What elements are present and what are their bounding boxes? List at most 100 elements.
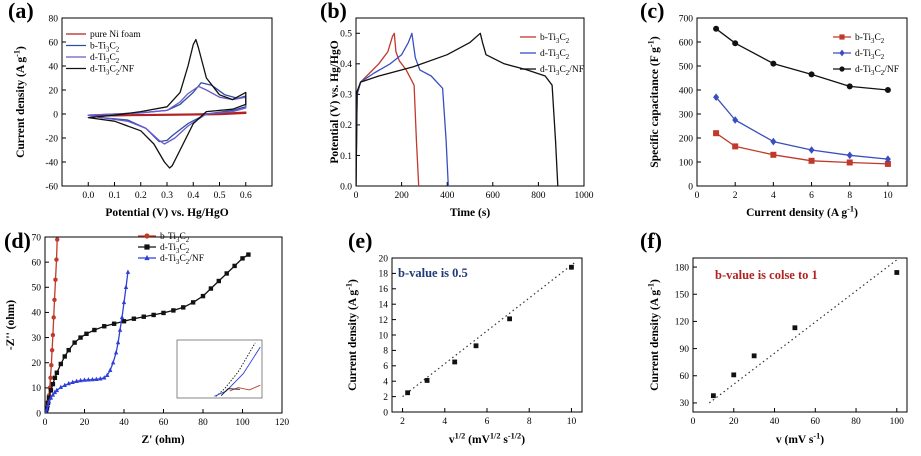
- x-tick-label: 0: [691, 417, 696, 427]
- data-area: [87, 38, 247, 169]
- x-tick-label: 6: [809, 191, 814, 201]
- plot-frame: [355, 17, 585, 187]
- x-tick-label: 20: [729, 417, 739, 427]
- series-2: [45, 269, 131, 413]
- y-tick-label: 0.0: [340, 182, 352, 192]
- data-point: [713, 25, 720, 32]
- y-tick-label: 16: [379, 285, 389, 295]
- y-tick-label: 40: [32, 309, 42, 319]
- x-tick-label: 0.4: [187, 191, 199, 201]
- legend: b-Ti3C2​ d-Ti3C2​ d-Ti3C2/NF: [520, 33, 584, 77]
- data-point: [70, 379, 75, 385]
- x-tick-label: 0.3: [161, 191, 173, 201]
- x-tick-label: 10: [567, 417, 577, 427]
- x-tick-label: 0.0: [82, 191, 94, 201]
- data-point: [58, 361, 63, 367]
- x-tick-label: 60: [159, 418, 169, 428]
- data-point: [171, 308, 176, 313]
- data-point: [111, 321, 117, 326]
- y-axis-label: Potential (V) vs. Hg/HgO: [329, 40, 341, 163]
- y-tick-label: 0.4: [340, 60, 352, 70]
- y-tick-label: 20: [32, 359, 42, 369]
- series-line: [356, 32, 559, 186]
- data-point: [102, 375, 107, 380]
- x-tick-label: 4: [771, 191, 776, 201]
- legend-label: b-Ti3C2​: [90, 42, 120, 54]
- annotation-text: b-value is colse to 1: [715, 268, 818, 282]
- x-tick-label: 0.5: [214, 191, 226, 201]
- data-point: [884, 160, 891, 167]
- data-point: [72, 340, 77, 345]
- x-tick-label: 120: [275, 418, 290, 428]
- legend-marker: [144, 254, 150, 261]
- y-tick-label: -60: [45, 182, 58, 192]
- series-line: [356, 32, 420, 186]
- series-2: [356, 32, 559, 186]
- x-axis-label: Time (s): [450, 207, 491, 219]
- data-point: [50, 332, 56, 338]
- x-axis-label: v (mV s-1): [776, 431, 824, 446]
- x-tick-label: 80: [851, 417, 861, 427]
- data-point: [224, 271, 229, 276]
- y-axis-label: Specific capacitance (F g-1): [646, 36, 661, 168]
- data-point: [62, 382, 67, 388]
- data-point: [82, 377, 87, 382]
- y-tick-label: 600: [679, 38, 694, 48]
- data-point: [52, 375, 58, 380]
- series-0: [713, 130, 891, 167]
- panel-label: (c): [640, 0, 664, 23]
- data-point: [110, 360, 116, 365]
- y-tick-label: 10: [379, 331, 389, 341]
- x-tick-label: 20: [80, 418, 90, 428]
- data-point: [405, 390, 411, 396]
- data-point: [48, 395, 54, 400]
- legend-marker: [839, 66, 845, 72]
- legend-label: pure Ni foam: [90, 29, 141, 40]
- data-point: [713, 93, 720, 101]
- data-point: [208, 286, 214, 291]
- x-tick-label: 60: [811, 417, 821, 427]
- data-point: [78, 377, 83, 383]
- y-tick-label: 4: [383, 378, 388, 388]
- x-tick-label: 2: [400, 417, 405, 427]
- y-tick-label: 80: [49, 14, 59, 24]
- data-point: [808, 146, 815, 154]
- panel-a: (a) 0.0 0.1 0.2 0.3 0.4 0.5 0.6 -60 -40 -20 0 20 40 60…: [8, 0, 273, 219]
- x-axis-label: Current density (A g-1): [746, 204, 858, 219]
- data-area: [708, 259, 900, 404]
- legend-label: d-Ti3C2/NF: [90, 65, 134, 77]
- y-tick-label: 20: [379, 254, 389, 264]
- data-point: [54, 387, 60, 393]
- data-point: [46, 395, 52, 401]
- y-axis-label: Current density (A g-1): [12, 46, 27, 158]
- y-tick-label: 0.1: [340, 152, 352, 162]
- series-0: [405, 264, 574, 396]
- plot-frame: [692, 257, 908, 413]
- legend: b-Ti3C2​ d-Ti3C2​ d-Ti3C2/NF: [833, 33, 899, 77]
- data-point: [770, 151, 777, 158]
- data-point: [125, 269, 131, 274]
- y-tick-label: 120: [675, 318, 690, 328]
- legend-label: d-Ti3C2/NF: [540, 65, 584, 77]
- y-axis-label: -Z'' (ohm): [5, 300, 17, 350]
- y-axis-label: Current density (A g-1): [344, 279, 359, 391]
- legend-marker: [839, 49, 845, 57]
- y-tick-label: 2: [383, 393, 388, 403]
- series-1: [713, 93, 891, 163]
- data-point: [45, 402, 51, 408]
- legend-label: d-Ti3C2/NF: [160, 254, 204, 266]
- x-tick-label: 0.1: [109, 191, 121, 201]
- data-point: [808, 157, 815, 164]
- inset-series-line: [214, 346, 261, 397]
- data-point: [55, 237, 60, 242]
- legend-label: d-Ti3C2​: [90, 53, 120, 65]
- y-tick-label: 60: [49, 38, 59, 48]
- data-point: [45, 406, 50, 411]
- data-point: [884, 155, 891, 163]
- data-point: [119, 314, 125, 320]
- y-tick-label: 70: [32, 233, 42, 243]
- y-tick-label: 30: [680, 399, 690, 409]
- legend-label: b-Ti3C2​: [855, 33, 885, 45]
- panel-label: (a): [8, 0, 34, 23]
- y-tick-label: 8: [383, 347, 388, 357]
